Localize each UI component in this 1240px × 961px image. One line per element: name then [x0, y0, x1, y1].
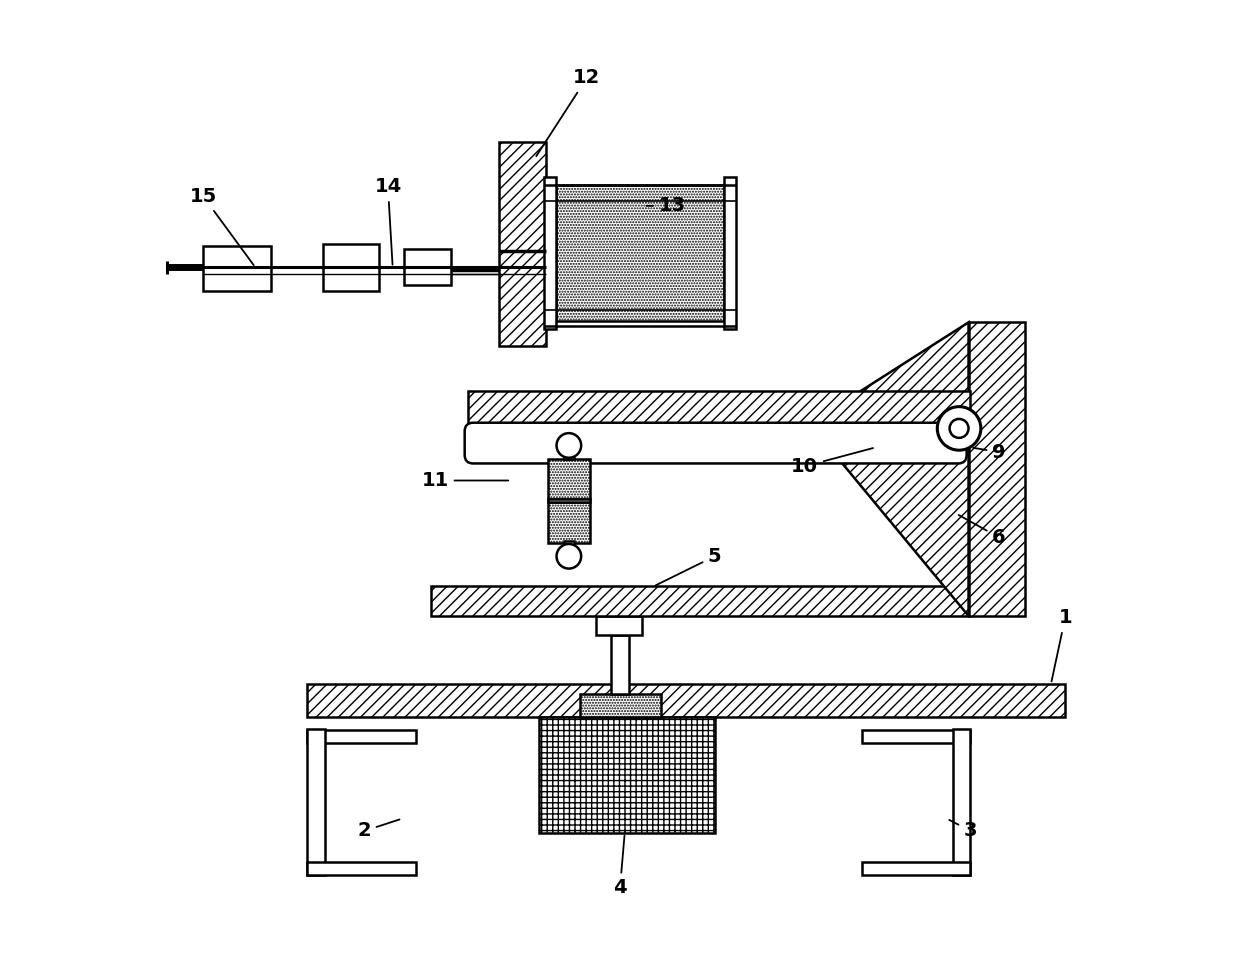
- Circle shape: [950, 419, 968, 438]
- Text: 6: 6: [959, 515, 1006, 547]
- Bar: [308, 729, 417, 743]
- Bar: [498, 142, 546, 346]
- Bar: [862, 862, 971, 875]
- Circle shape: [937, 407, 981, 450]
- Text: 4: 4: [614, 836, 626, 898]
- Text: 15: 15: [190, 186, 254, 265]
- Bar: [308, 684, 1065, 717]
- Bar: [469, 391, 971, 428]
- Text: 10: 10: [791, 448, 873, 476]
- Bar: [308, 862, 417, 875]
- Text: 9: 9: [973, 443, 1006, 461]
- Text: 5: 5: [656, 547, 722, 585]
- Bar: [610, 635, 630, 694]
- Bar: [308, 728, 325, 875]
- Text: 2: 2: [357, 820, 399, 841]
- Bar: [548, 500, 590, 503]
- Bar: [544, 178, 556, 329]
- Bar: [548, 458, 590, 500]
- Bar: [862, 729, 971, 743]
- Circle shape: [557, 544, 582, 569]
- Bar: [556, 185, 724, 321]
- Bar: [404, 250, 451, 285]
- Bar: [724, 178, 735, 329]
- Text: 13: 13: [646, 196, 686, 215]
- Bar: [203, 246, 272, 291]
- Bar: [564, 446, 574, 458]
- Text: 3: 3: [949, 820, 977, 841]
- Bar: [548, 503, 590, 543]
- Text: 1: 1: [1052, 608, 1071, 681]
- FancyBboxPatch shape: [465, 423, 967, 463]
- Text: 11: 11: [422, 471, 508, 490]
- Bar: [322, 244, 379, 291]
- Text: 12: 12: [536, 68, 600, 156]
- Bar: [596, 616, 642, 635]
- Polygon shape: [810, 322, 968, 616]
- Bar: [954, 728, 971, 875]
- Bar: [539, 717, 714, 833]
- Bar: [968, 322, 1025, 616]
- Bar: [430, 585, 971, 616]
- Text: 14: 14: [374, 178, 402, 264]
- Bar: [564, 541, 574, 558]
- Bar: [580, 694, 661, 717]
- Circle shape: [557, 433, 582, 457]
